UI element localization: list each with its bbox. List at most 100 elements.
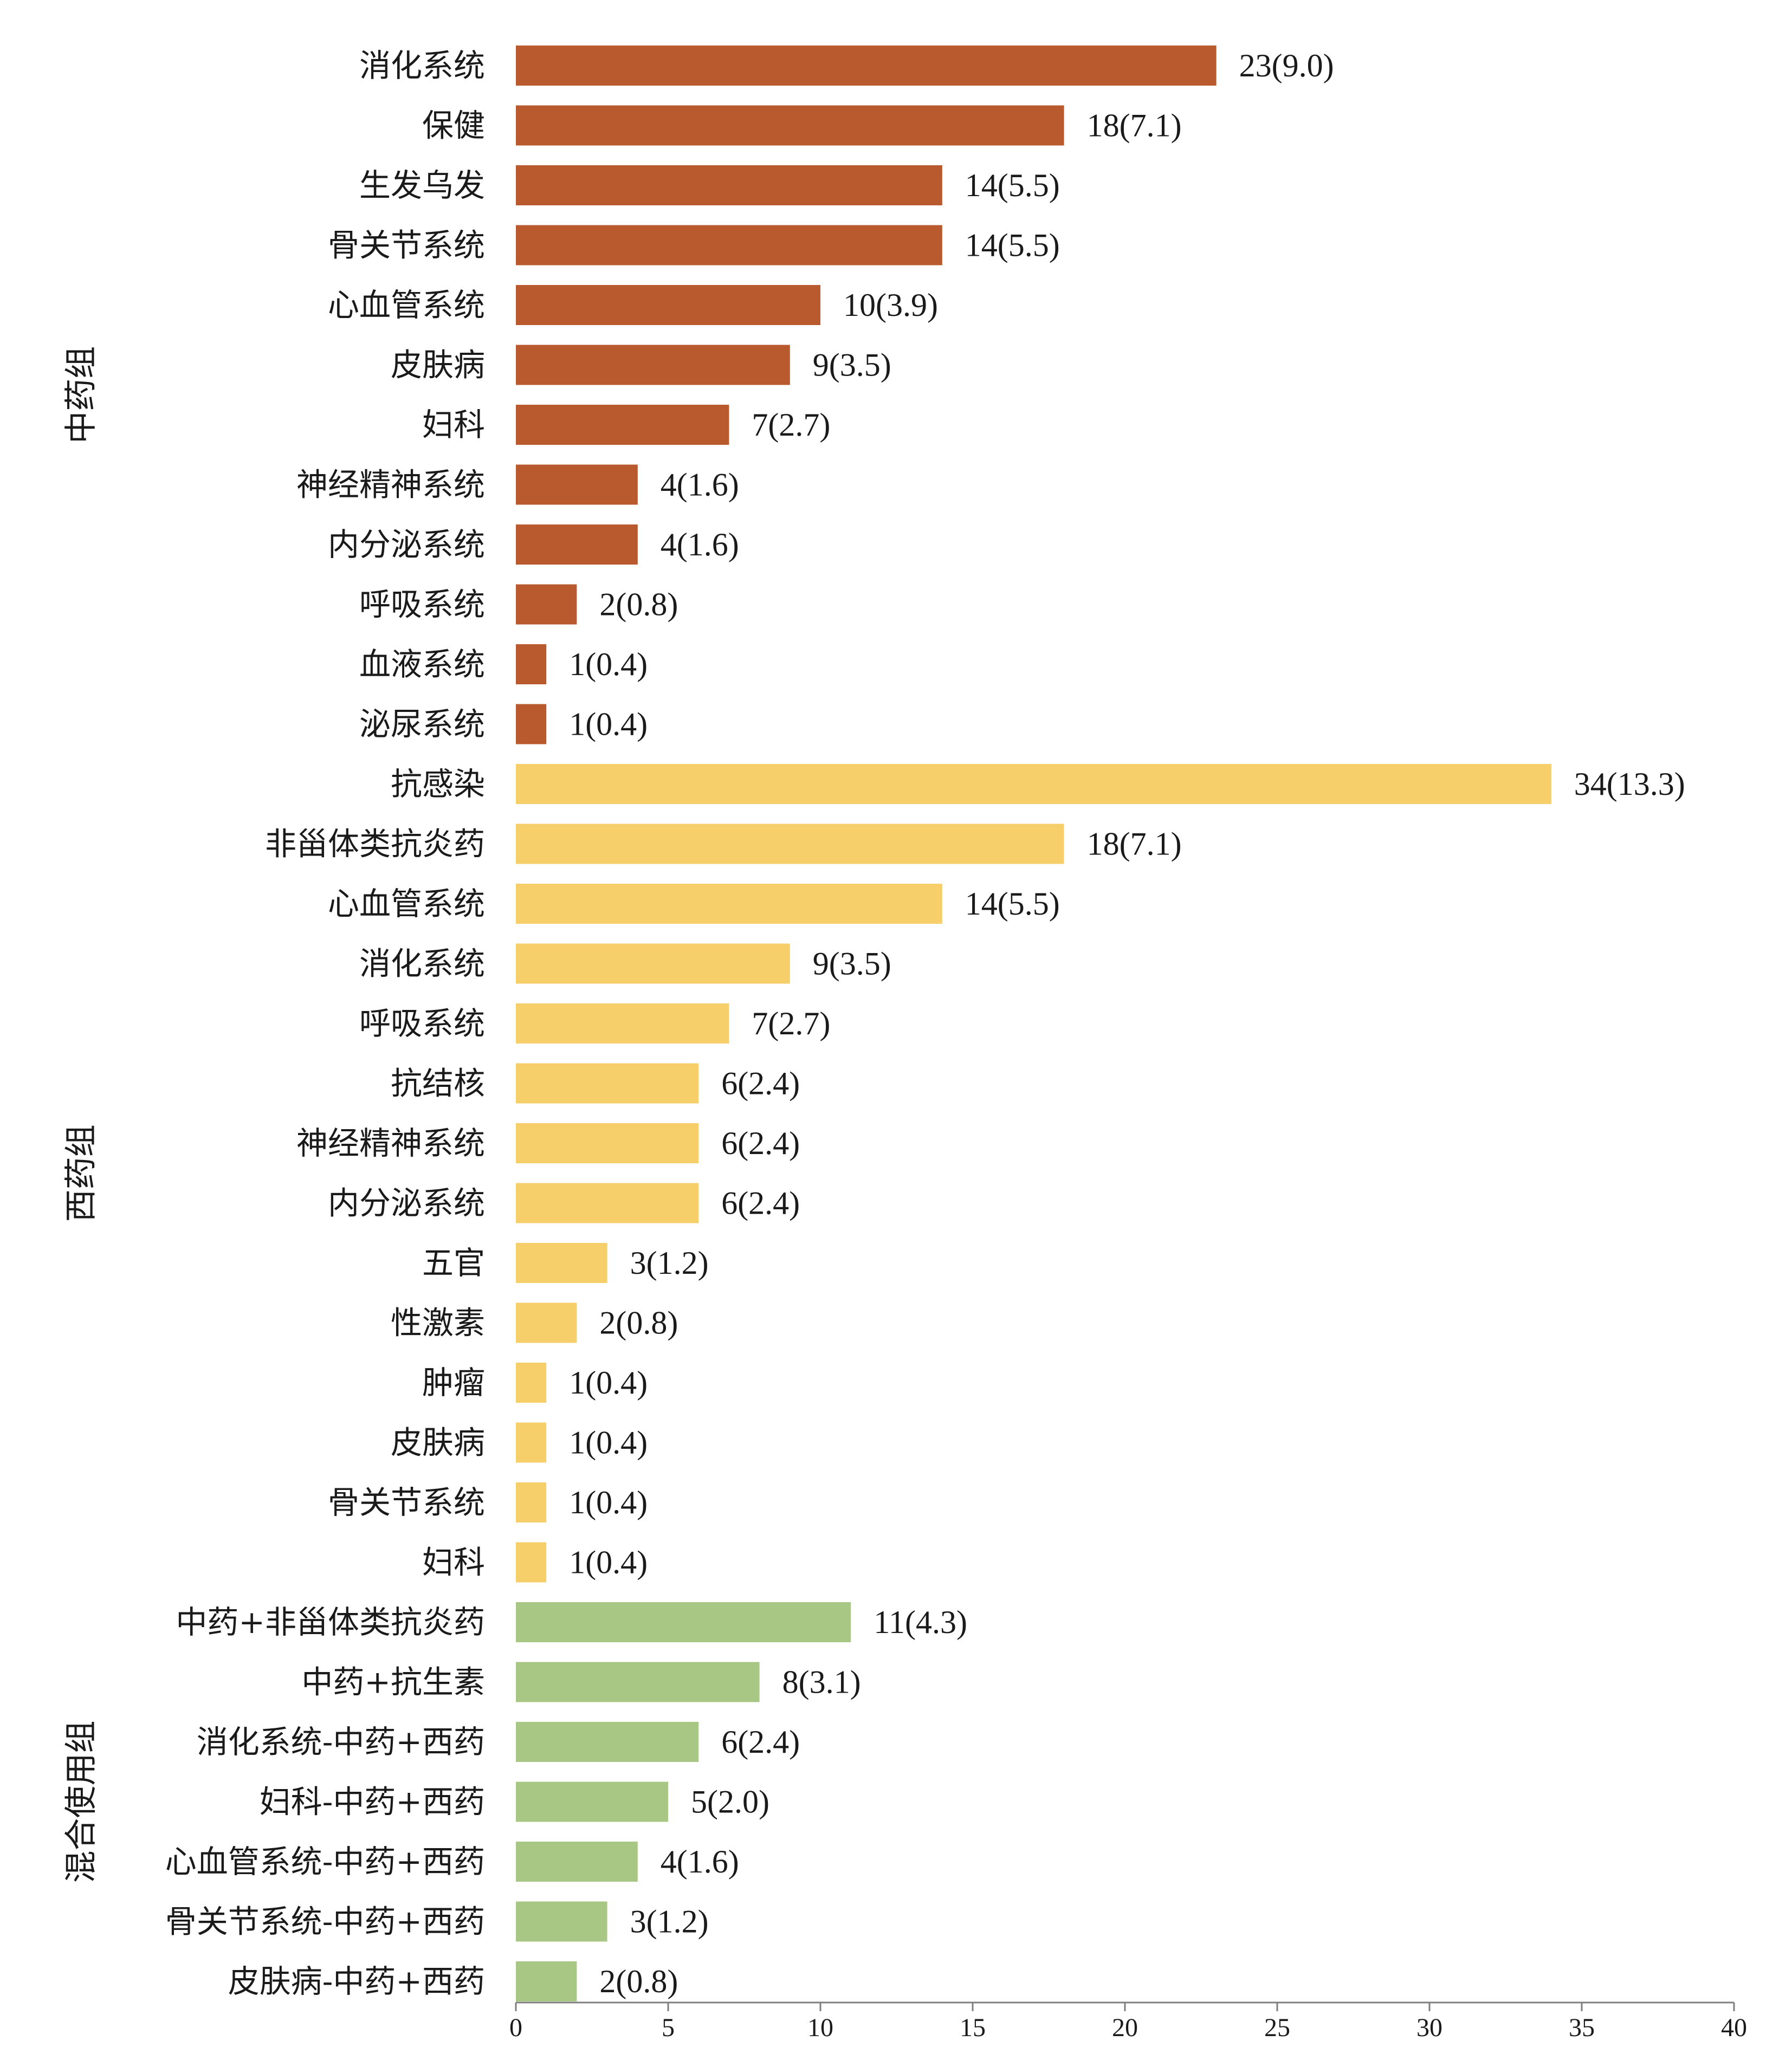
value-label: 4(1.6) — [661, 467, 739, 503]
bar-1-10 — [516, 1363, 547, 1403]
category-label: 妇科-中药+西药 — [260, 1784, 485, 1820]
category-label: 消化系统 — [359, 945, 485, 982]
category-label: 抗结核 — [391, 1065, 485, 1102]
value-label: 14(5.5) — [965, 886, 1060, 922]
value-label: 7(2.7) — [752, 1006, 830, 1041]
bar-2-1 — [516, 1662, 760, 1702]
value-label: 14(5.5) — [965, 228, 1060, 263]
value-label: 6(2.4) — [721, 1066, 800, 1101]
category-label: 消化系统-中药+西药 — [197, 1723, 485, 1760]
bar-1-11 — [516, 1422, 547, 1463]
category-label: 性激素 — [391, 1305, 485, 1342]
value-label: 6(2.4) — [721, 1724, 800, 1760]
category-label: 肿瘤 — [422, 1364, 485, 1401]
category-label: 骨关节系统-中药+西药 — [165, 1903, 485, 1940]
value-label: 11(4.3) — [874, 1604, 967, 1640]
group-label: 西药组 — [62, 1124, 100, 1222]
category-label: 中药+非甾体类抗炎药 — [176, 1604, 485, 1641]
category-label: 妇科 — [422, 406, 485, 443]
bar-1-0 — [516, 764, 1551, 804]
bar-2-6 — [516, 1961, 577, 2001]
value-label: 5(2.0) — [691, 1784, 769, 1820]
x-tick-label: 20 — [1112, 2013, 1138, 2042]
value-label: 1(0.4) — [569, 1365, 648, 1401]
value-label: 2(0.8) — [599, 587, 678, 623]
bar-1-9 — [516, 1303, 577, 1343]
category-label: 心血管系统-中药+西药 — [165, 1843, 485, 1880]
value-label: 4(1.6) — [661, 1844, 739, 1880]
value-label: 2(0.8) — [599, 1964, 678, 1999]
bar-1-3 — [516, 943, 790, 984]
value-label: 14(5.5) — [965, 167, 1060, 203]
bar-2-2 — [516, 1722, 699, 1762]
value-label: 34(13.3) — [1574, 766, 1685, 802]
bar-0-1 — [516, 105, 1064, 146]
category-label: 神经精神系统 — [296, 466, 485, 503]
x-tick-label: 15 — [960, 2013, 986, 2042]
category-label: 呼吸系统 — [359, 586, 485, 623]
value-label: 1(0.4) — [569, 1425, 648, 1461]
value-label: 1(0.4) — [569, 707, 648, 742]
value-label: 1(0.4) — [569, 1485, 648, 1520]
value-label: 3(1.2) — [630, 1245, 709, 1281]
bar-1-4 — [516, 1003, 729, 1044]
value-label: 23(9.0) — [1239, 48, 1334, 83]
category-label: 血液系统 — [359, 646, 485, 683]
bar-1-5 — [516, 1063, 699, 1104]
value-label: 6(2.4) — [721, 1185, 800, 1221]
x-tick-label: 0 — [509, 2013, 522, 2042]
value-label: 1(0.4) — [569, 1545, 648, 1580]
value-label: 3(1.2) — [630, 1904, 709, 1940]
category-labels-layer: 消化系统保健生发乌发骨关节系统心血管系统皮肤病妇科神经精神系统内分泌系统呼吸系统… — [165, 47, 485, 2000]
bar-0-2 — [516, 165, 942, 205]
category-label: 皮肤病 — [391, 347, 485, 384]
bar-1-7 — [516, 1183, 699, 1223]
x-tick-label: 35 — [1569, 2013, 1595, 2042]
category-label: 消化系统 — [359, 47, 485, 84]
value-label: 6(2.4) — [721, 1125, 800, 1161]
bar-0-4 — [516, 285, 820, 325]
bar-1-6 — [516, 1123, 699, 1163]
group-label: 混合使用组 — [62, 1721, 100, 1883]
bar-1-12 — [516, 1482, 547, 1522]
bar-1-8 — [516, 1243, 607, 1283]
x-tick-label: 30 — [1416, 2013, 1442, 2042]
bar-0-5 — [516, 345, 790, 385]
bar-0-6 — [516, 405, 729, 445]
bar-1-1 — [516, 824, 1064, 864]
category-label: 心血管系统 — [328, 885, 485, 922]
bar-0-8 — [516, 524, 638, 565]
category-label: 呼吸系统 — [359, 1005, 485, 1042]
value-labels-layer: 23(9.0) 18(7.1) 14(5.5) 14(5.5) 10(3.9) 9(3.5… — [569, 48, 1685, 1999]
category-label: 抗感染 — [391, 766, 485, 802]
bar-2-4 — [516, 1842, 638, 1882]
x-axis: 0 5 10 15 20 25 30 35 40 — [509, 2001, 1747, 2042]
bar-2-0 — [516, 1602, 851, 1642]
x-tick-label: 40 — [1721, 2013, 1747, 2042]
category-label: 泌尿系统 — [359, 706, 485, 743]
category-label: 皮肤病-中药+西药 — [228, 1963, 485, 2000]
value-label: 9(3.5) — [813, 347, 891, 383]
category-label: 中药+抗生素 — [301, 1664, 485, 1701]
category-label: 骨关节系统 — [328, 1484, 485, 1521]
x-tick-label: 5 — [662, 2013, 675, 2042]
category-label: 内分泌系统 — [328, 1185, 485, 1222]
bars-layer — [516, 46, 1551, 2001]
bar-1-13 — [516, 1542, 547, 1583]
bar-0-7 — [516, 464, 638, 505]
bar-0-9 — [516, 584, 577, 625]
bar-0-10 — [516, 644, 547, 684]
value-label: 1(0.4) — [569, 646, 648, 682]
value-label: 9(3.5) — [813, 946, 891, 982]
group-label: 中药组 — [62, 346, 100, 444]
category-label: 神经精神系统 — [296, 1125, 485, 1162]
category-label: 生发乌发 — [359, 167, 485, 204]
x-tick-label: 10 — [807, 2013, 833, 2042]
category-label: 皮肤病 — [391, 1424, 485, 1461]
bar-0-0 — [516, 46, 1217, 86]
bar-1-2 — [516, 884, 942, 924]
value-label: 4(1.6) — [661, 527, 739, 562]
category-label: 五官 — [422, 1245, 485, 1281]
